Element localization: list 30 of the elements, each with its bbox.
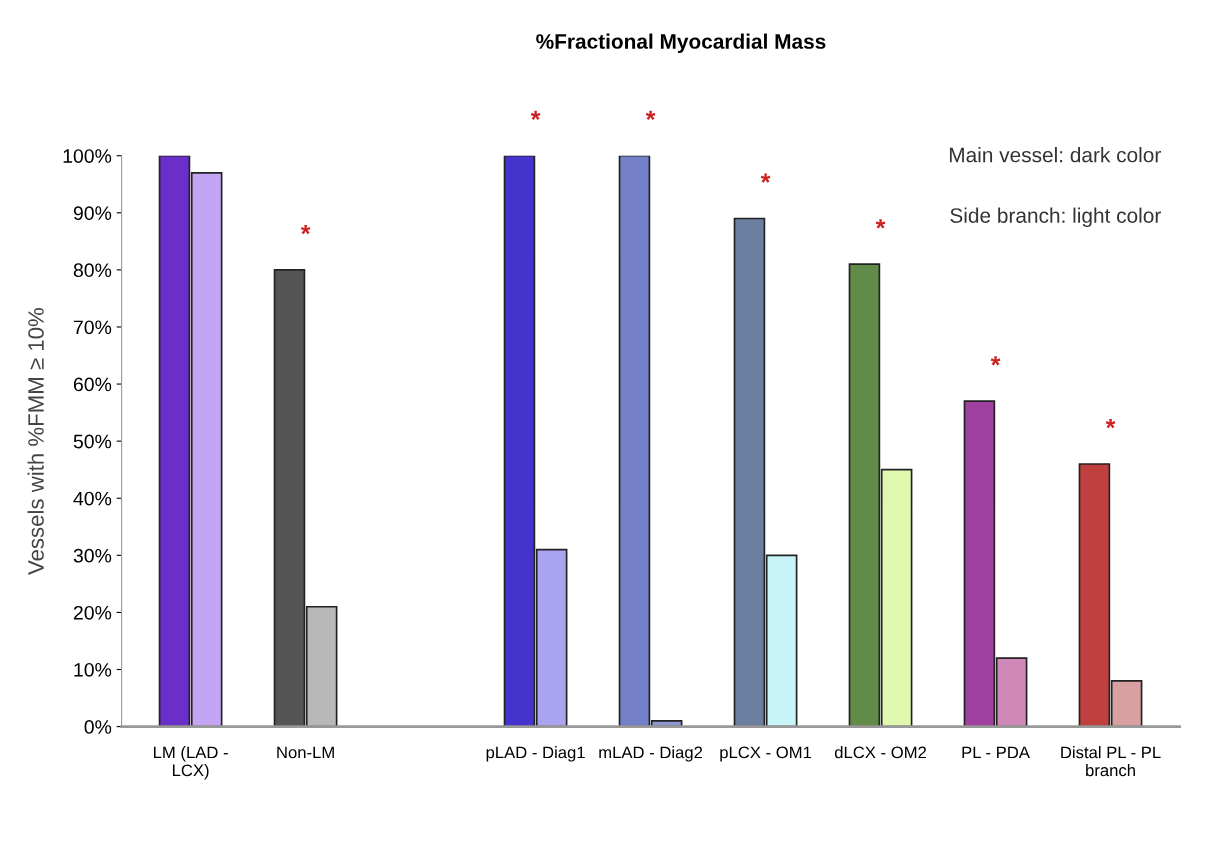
x-tick-label: dLCX - OM2 bbox=[834, 746, 927, 759]
x-tick-label: Distal PL - PL branch bbox=[1061, 746, 1161, 777]
y-tick-label: 50% bbox=[73, 434, 112, 449]
text: * bbox=[645, 110, 656, 121]
y-tick-label: 80% bbox=[73, 263, 112, 278]
x-tick-label: PL - PDA bbox=[962, 746, 1030, 759]
y-tick-label: 30% bbox=[73, 548, 112, 563]
x-tick-label: pLAD - Diag1 bbox=[486, 746, 585, 762]
x-tick-label: Non-LM bbox=[277, 746, 334, 759]
annotation: * bbox=[300, 224, 311, 235]
y-tick-label: 10% bbox=[74, 662, 112, 677]
annotation: * bbox=[875, 219, 886, 229]
y-axis-title: Vessels with %FMM ≥ 10% bbox=[27, 308, 44, 575]
annotation: * bbox=[760, 173, 771, 183]
y-tick-label: 60% bbox=[73, 377, 112, 392]
annotation: Side branch: light color bbox=[950, 207, 1161, 228]
chart-title: %Fractional Myocardial Mass bbox=[536, 33, 826, 53]
y-tick-label: 40% bbox=[73, 491, 112, 506]
annotation: Main vessel: dark color bbox=[949, 147, 1161, 163]
y-tick-label: 90% bbox=[73, 206, 112, 221]
y-tick-label: 20% bbox=[73, 605, 112, 620]
y-tick-label: 0% bbox=[84, 720, 112, 734]
y-tick-label: 100% bbox=[63, 149, 112, 163]
annotation: * bbox=[1105, 419, 1116, 429]
x-tick-label: mLAD - Diag2 bbox=[599, 746, 703, 762]
annotation: * bbox=[990, 356, 1001, 366]
text: * bbox=[530, 110, 541, 121]
y-tick-label: 70% bbox=[73, 320, 112, 335]
x-tick-label: pLCX - OM1 bbox=[720, 746, 812, 762]
x-tick-label: LM (LAD - LCX) bbox=[154, 746, 228, 780]
